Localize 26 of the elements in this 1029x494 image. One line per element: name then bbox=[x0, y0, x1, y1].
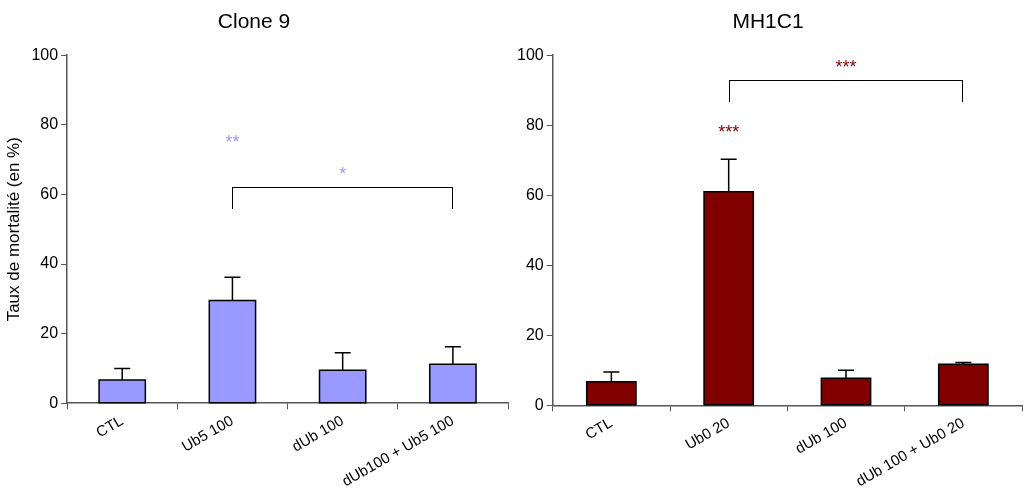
annotation: ** bbox=[224, 132, 241, 153]
y-tick-label: 0 bbox=[534, 395, 544, 413]
y-tick-label: 80 bbox=[40, 115, 59, 133]
y-tick-label: 60 bbox=[40, 184, 59, 202]
x-tick-label: dUb 100 + Ub0 20 bbox=[852, 413, 967, 490]
y-tick-label: 20 bbox=[40, 324, 59, 342]
x-tick-label: Ub5 100 bbox=[178, 411, 236, 455]
x-tick-label: dUb 100 bbox=[792, 413, 850, 457]
y-axis-title: Taux de mortalité (en %) bbox=[3, 137, 23, 322]
y-tick-label: 80 bbox=[525, 115, 544, 133]
annotation: *** bbox=[717, 122, 741, 143]
x-tick-label: CTL bbox=[581, 413, 615, 443]
chart-title: Clone 9 bbox=[217, 9, 291, 33]
y-tick-label: 20 bbox=[525, 325, 544, 343]
y-tick-label: 40 bbox=[525, 255, 544, 273]
y-tick-label: 40 bbox=[40, 254, 59, 272]
x-tick-label: dUb 100 bbox=[288, 411, 347, 455]
y-tick-label: 100 bbox=[31, 45, 59, 63]
y-tick-label: 60 bbox=[525, 185, 544, 203]
x-tick-label: CTL bbox=[92, 411, 126, 441]
annotation: *** bbox=[834, 56, 858, 77]
y-tick-label: 100 bbox=[516, 45, 544, 63]
chart-title: MH1C1 bbox=[732, 9, 804, 33]
y-tick-label: 0 bbox=[49, 393, 59, 411]
annotation: * bbox=[338, 164, 348, 185]
x-tick-label: Ub0 20 bbox=[681, 413, 733, 453]
